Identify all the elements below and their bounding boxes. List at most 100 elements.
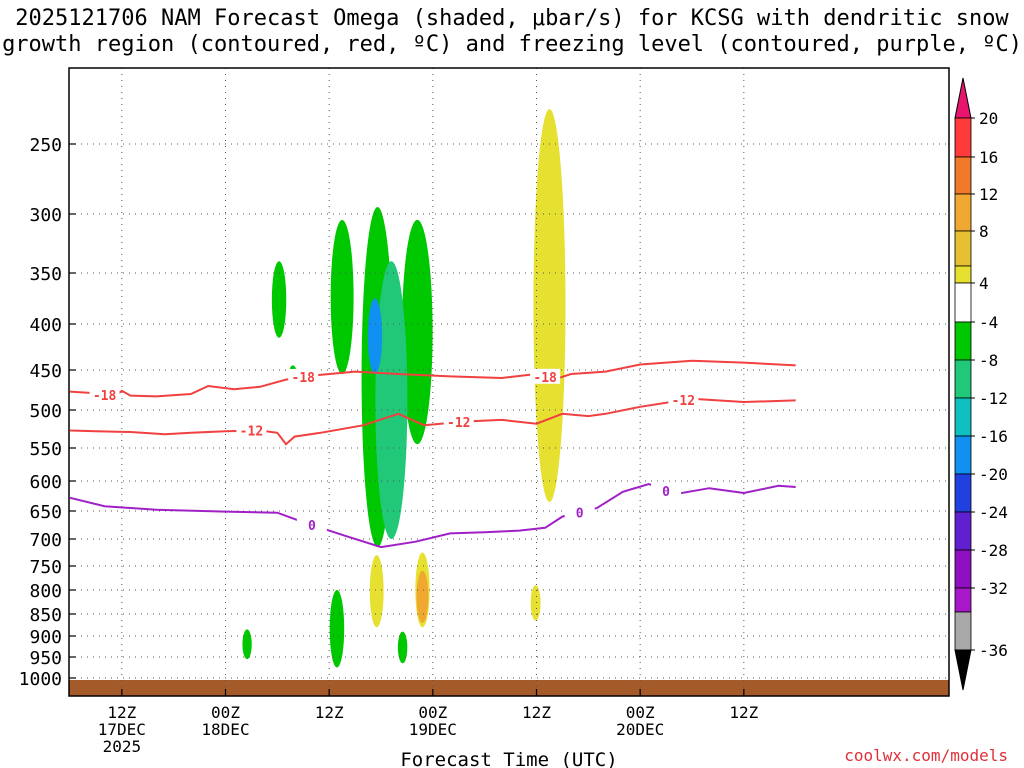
y-tick-label-650: 650 [29,502,62,523]
contour-label-bg-2-1 [564,504,595,520]
contour-label-1-2: -12 [672,394,695,409]
colorbar-label-11: -28 [979,541,1008,560]
colorbar-label-2: 12 [979,185,998,204]
x-tick-label-24-0: 00Z [211,703,240,722]
contour-label-bg-1-2 [668,392,699,408]
omega-region-7 [242,629,252,660]
contour-label-2-2: 0 [662,485,670,500]
colorbar-cell-5 [954,282,972,323]
colorbar-cell-12 [954,549,972,589]
y-tick-label-850: 850 [29,605,62,626]
colorbar-cell-4 [954,265,972,284]
x-tick-label-36-0: 12Z [315,703,344,722]
chart-title-line1: 2025121706 NAM Forecast Omega (shaded, μ… [15,6,1009,31]
y-tick-label-350: 350 [29,264,62,285]
omega-region-4 [401,219,433,445]
colorbar-cell-0 [954,117,972,158]
axes: 2503003504004505005506006507007508008509… [19,135,759,756]
x-tick-label-84-0: 12Z [729,703,758,722]
colorbar-label-7: -12 [979,389,1008,408]
colorbar-label-12: -32 [979,579,1008,598]
omega-region-13 [530,585,541,621]
contour-label-0-2: -18 [533,371,557,386]
colorbar-label-10: -24 [979,503,1008,522]
colorbar-cell-7 [954,359,972,399]
colorbar-label-3: 8 [979,222,989,241]
x-tick-label-48-0: 00Z [418,703,447,722]
y-tick-label-700: 700 [29,530,62,551]
colorbar-label-0: 20 [979,109,998,128]
omega-region-5 [329,590,345,668]
colorbar-bottom-arrow [954,649,972,691]
colorbar-cell-9 [954,435,972,475]
x-tick-label-12-0: 12Z [107,703,136,722]
colorbar-top-arrow [954,77,972,119]
y-tick-label-600: 600 [29,472,62,493]
colorbar-label-1: 16 [979,148,998,167]
colorbar-cell-1 [954,156,972,195]
terrain-band [69,680,949,696]
colorbar-cell-13 [954,587,972,613]
y-tick-label-450: 450 [29,361,62,382]
omega-shading [242,109,566,668]
contour-0 [69,359,796,399]
x-tick-label-12-1: 17DEC [98,720,146,739]
omega-region-14 [416,570,429,623]
y-tick-label-400: 400 [29,315,62,336]
x-tick-label-48-1: 19DEC [409,720,457,739]
x-tick-label-72-0: 00Z [626,703,655,722]
y-tick-label-250: 250 [29,135,62,156]
x-tick-label-72-1: 20DEC [616,720,664,739]
contour-2 [69,482,796,549]
contour-label-2-1: 0 [576,506,584,521]
y-tick-label-1000: 1000 [19,669,62,690]
y-tick-label-950: 950 [29,648,62,669]
omega-region-10 [533,109,566,502]
colorbar-cell-6 [954,321,972,361]
colorbar-label-4: 4 [979,274,989,293]
contour-1 [69,397,796,446]
contour-label-0-0: -18 [93,389,117,404]
contour-label-2-0: 0 [308,519,316,534]
contour-lines: -18 -18 -18 -12 -12 -12 0 0 0 [69,359,796,549]
colorbar-cell-8 [954,397,972,437]
contour-label-1-1: -12 [447,416,470,431]
contour-label-bg-0-2 [530,368,561,384]
colorbar: 20 16 12 8 4 -4 -8 -12 -16 -20 -24 -28 -32 -36 [954,77,1008,691]
y-tick-label-900: 900 [29,627,62,648]
y-tick-label-500: 500 [29,401,62,422]
contour-label-bg-0-1 [288,368,319,384]
x-tick-label-12-2: 2025 [103,737,142,756]
contour-label-1-0: -12 [240,425,263,440]
colorbar-label-8: -16 [979,427,1008,446]
x-tick-label-24-1: 18DEC [201,720,249,739]
contour-label-bg-1-0 [236,422,267,438]
omega-region-9 [367,298,383,374]
colorbar-label-6: -8 [979,351,998,370]
contour-label-bg-0-0 [89,387,120,403]
chart-title-line2: growth region (contoured, red, ºC) and f… [2,32,1022,57]
terrain-layer [69,680,949,696]
colorbar-cell-10 [954,473,972,513]
x-tick-label-60-0: 12Z [522,703,551,722]
colorbar-label-13: -36 [979,641,1008,660]
colorbar-cell-3 [954,230,972,267]
y-tick-label-750: 750 [29,557,62,578]
colorbar-label-5: -4 [979,313,998,332]
colorbar-cell-14 [954,611,972,651]
omega-region-11 [369,555,384,628]
colorbar-cell-2 [954,193,972,232]
y-tick-label-550: 550 [29,439,62,460]
plot-frame [68,67,950,697]
grid [69,68,949,696]
omega-region-8 [375,261,408,539]
x-axis-label: Forecast Time (UTC) [400,749,617,768]
contour-label-0-1: -18 [292,371,316,386]
y-tick-label-800: 800 [29,581,62,602]
y-tick-label-300: 300 [29,205,62,226]
source-credit: coolwx.com/models [844,746,1008,765]
omega-region-6 [397,631,408,664]
omega-region-0 [271,261,287,338]
contour-label-bg-2-2 [651,482,682,498]
